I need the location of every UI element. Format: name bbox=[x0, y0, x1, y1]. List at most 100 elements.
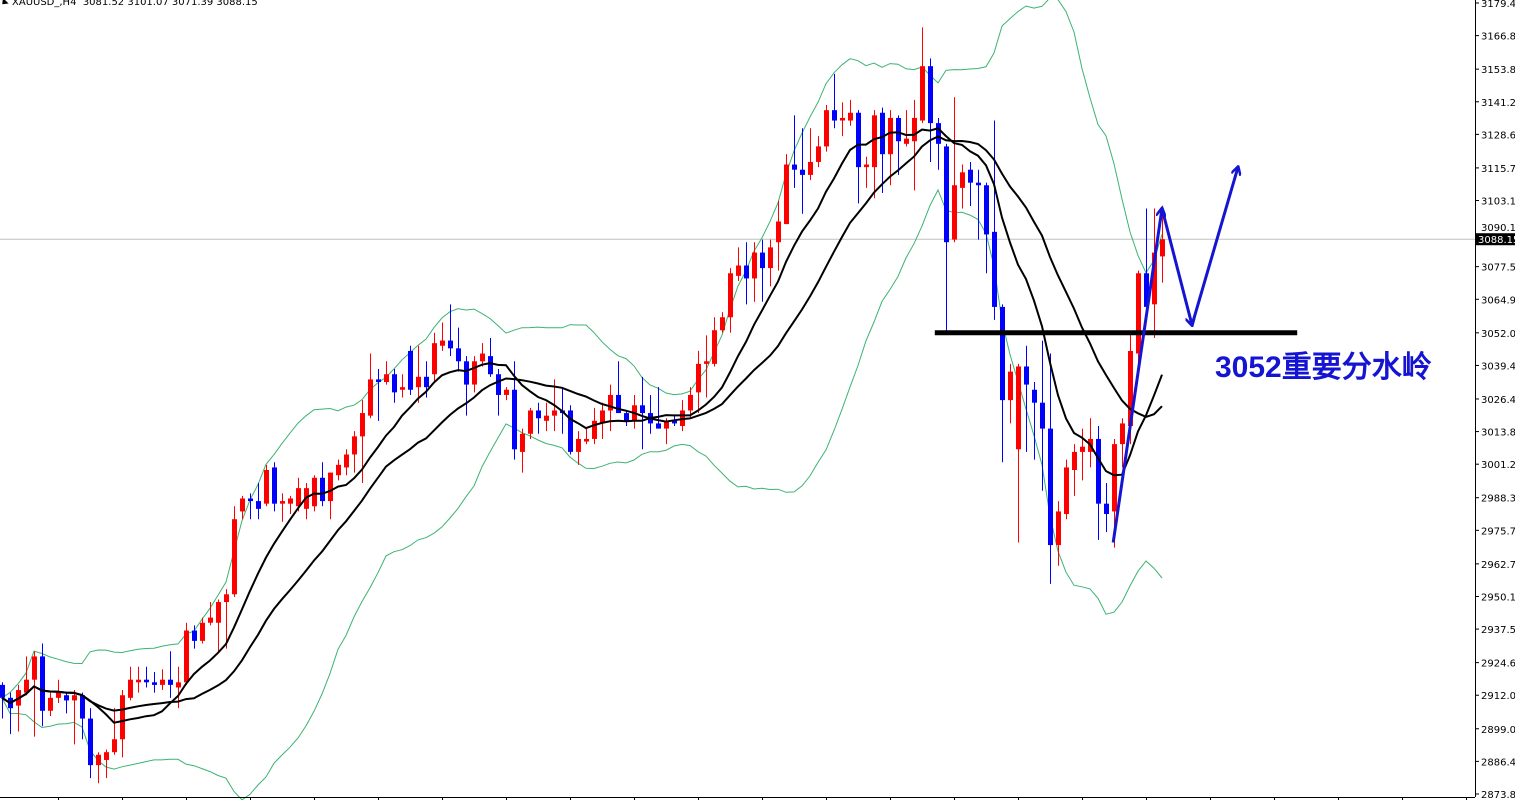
candle-body bbox=[184, 630, 189, 683]
bull-candle bbox=[384, 361, 389, 385]
bull-candle bbox=[208, 602, 213, 626]
candle-body bbox=[256, 501, 261, 509]
price-tick-label: 3166.80 bbox=[1481, 32, 1515, 43]
candle-body bbox=[392, 374, 397, 393]
bull-candle bbox=[1056, 501, 1061, 566]
bull-candle bbox=[1064, 459, 1069, 520]
bear-candle bbox=[248, 493, 253, 520]
candle-body bbox=[952, 185, 957, 240]
bull-candle bbox=[232, 506, 237, 597]
projection-arrow[interactable] bbox=[1190, 167, 1238, 326]
candle-body bbox=[984, 185, 989, 235]
bull-candle bbox=[48, 692, 53, 716]
candle-body bbox=[832, 110, 837, 121]
bear-candle bbox=[456, 327, 461, 372]
candle-body bbox=[608, 394, 613, 411]
price-tick-label: 3001.25 bbox=[1481, 460, 1515, 471]
sma-20-line bbox=[1, 135, 1163, 712]
candle-body bbox=[856, 112, 861, 168]
candle-body bbox=[272, 467, 277, 504]
bull-candle bbox=[96, 752, 101, 784]
price-tick-label: 3013.85 bbox=[1481, 428, 1515, 439]
candle-body bbox=[600, 410, 605, 424]
bull-candle bbox=[1136, 270, 1141, 364]
candle-body bbox=[400, 387, 405, 390]
bear-candle bbox=[1024, 345, 1029, 452]
bear-candle bbox=[392, 369, 397, 403]
bull-candle bbox=[352, 431, 357, 473]
bear-candle bbox=[800, 128, 805, 214]
candle-body bbox=[816, 146, 821, 162]
price-tick-label: 2924.60 bbox=[1481, 659, 1515, 670]
price-tick-label: 2912.00 bbox=[1481, 691, 1515, 702]
candle-body bbox=[800, 169, 805, 175]
bull-candle bbox=[752, 242, 757, 302]
candle-body bbox=[328, 472, 333, 502]
candle-body bbox=[776, 221, 781, 243]
candle-body bbox=[216, 602, 221, 623]
bull-candle bbox=[784, 154, 789, 225]
candle-body bbox=[296, 488, 301, 507]
moving-averages bbox=[1, 127, 1163, 724]
candle-body bbox=[1056, 511, 1061, 546]
candle-body bbox=[792, 164, 797, 170]
bull-candle bbox=[960, 164, 965, 209]
candle-body bbox=[1032, 389, 1037, 403]
price-tick-label: 3103.10 bbox=[1481, 197, 1515, 208]
annotations bbox=[934, 167, 1298, 543]
bear-candle bbox=[64, 692, 69, 714]
bull-candle bbox=[136, 666, 141, 693]
price-tick-label: 3090.15 bbox=[1481, 223, 1515, 234]
price-tick-label: 3153.85 bbox=[1481, 65, 1515, 76]
bull-candle bbox=[696, 350, 701, 414]
candle-body bbox=[56, 692, 61, 698]
bear-candle bbox=[256, 482, 261, 520]
bull-candle bbox=[432, 332, 437, 382]
candle-body bbox=[312, 477, 317, 507]
candle-body bbox=[64, 695, 69, 701]
bear-candle bbox=[832, 73, 837, 129]
bear-candle bbox=[648, 394, 653, 434]
bollinger-upper-band bbox=[1, 0, 1163, 699]
bull-candle bbox=[864, 156, 869, 188]
ohlc-values: 3081.52 3101.07 3071.39 3088.15 bbox=[82, 0, 258, 8]
bull-candle bbox=[1120, 418, 1125, 468]
bear-candle bbox=[656, 387, 661, 429]
bear-candle bbox=[536, 402, 541, 434]
candle-body bbox=[992, 231, 997, 307]
bear-candle bbox=[936, 117, 941, 170]
candles bbox=[0, 27, 1165, 784]
candle-body bbox=[416, 376, 421, 388]
bull-candle bbox=[32, 651, 37, 737]
bull-candle bbox=[184, 622, 189, 685]
candle-body bbox=[544, 415, 549, 421]
candle-body bbox=[144, 679, 149, 683]
bull-candle bbox=[112, 708, 117, 755]
candle-body bbox=[1120, 423, 1125, 445]
candle-body bbox=[592, 420, 597, 439]
candle-body bbox=[264, 470, 269, 504]
candle-body bbox=[960, 172, 965, 188]
bull-candle bbox=[368, 353, 373, 419]
bull-candle bbox=[240, 495, 245, 520]
bull-candle bbox=[1008, 363, 1013, 424]
bull-candle bbox=[344, 449, 349, 476]
bull-candle bbox=[608, 384, 613, 432]
candle-body bbox=[72, 695, 77, 701]
candle-body bbox=[872, 115, 877, 168]
candle-body bbox=[1072, 451, 1077, 471]
projection-arrow[interactable] bbox=[1111, 209, 1162, 543]
bear-candle bbox=[192, 625, 197, 649]
dropdown-triangle-icon[interactable] bbox=[0, 0, 9, 7]
bull-candle bbox=[528, 407, 533, 439]
candle-body bbox=[120, 695, 125, 740]
projection-arrow[interactable] bbox=[1160, 208, 1192, 325]
bull-candle bbox=[576, 431, 581, 465]
price-tick-label: 2937.55 bbox=[1481, 625, 1515, 636]
candle-body bbox=[360, 413, 365, 437]
bear-candle bbox=[152, 671, 157, 693]
bull-candle bbox=[728, 268, 733, 333]
bull-candle bbox=[416, 345, 421, 403]
candle-body bbox=[232, 519, 237, 595]
